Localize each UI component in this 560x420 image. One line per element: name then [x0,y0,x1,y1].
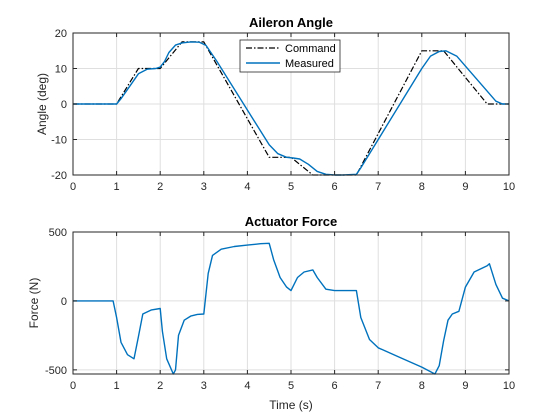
legend[interactable]: Command Measured [239,39,341,73]
aileron-angle-series-measured [73,41,509,176]
aileron-angle-ytick-label: 10 [55,64,67,76]
actuator-force-xtick-label: 10 [503,380,515,392]
actuator-force-ytick-label: 500 [49,227,67,239]
actuator-force-xtick-label: 9 [462,380,468,392]
aileron-angle-ytick-label: 20 [55,28,67,40]
aileron-angle-ticks: 0 1 2 3 4 5 6 7 8 9 10 -20 -10 0 10 20 [51,28,515,193]
actuator-force-grid [72,231,510,374]
aileron-angle-xtick-label: 4 [244,181,250,193]
aileron-angle-series-command [73,41,509,176]
aileron-angle-xtick-label: 3 [201,181,207,193]
aileron-angle-xtick-label: 1 [114,181,120,193]
actuator-force-xtick-label: 5 [288,380,294,392]
aileron-angle-xtick-label: 2 [157,181,163,193]
actuator-force-xtick-label: 8 [419,380,425,392]
aileron-angle-ytick-label: -10 [51,135,67,147]
aileron-angle-xtick-label: 10 [503,181,515,193]
actuator-force-xtick-label: 6 [332,380,338,392]
aileron-angle-xtick-label: 5 [288,181,294,193]
actuator-force-xtick-label: 1 [114,380,120,392]
actuator-force-xtick-label: 7 [375,380,381,392]
actuator-force-xtick-label: 0 [70,380,76,392]
actuator-force-ytick-label: 0 [61,296,67,308]
aileron-angle-xtick-label: 9 [462,181,468,193]
aileron-angle-axes: Aileron Angle 0 1 2 3 4 5 6 7 8 9 10 -20 -10 0 10 20 An… [35,15,515,193]
actuator-force-xtick-label: 2 [157,380,163,392]
aileron-angle-xtick-label: 6 [332,181,338,193]
aileron-angle-xtick-label: 8 [419,181,425,193]
actuator-force-title: Actuator Force [245,214,337,229]
actuator-force-ytick-label: -500 [45,365,67,377]
actuator-force-xtick-label: 4 [244,380,250,392]
legend-command-label: Command [285,43,336,55]
actuator-force-ylabel: Force (N) [27,278,41,329]
aileron-angle-title: Aileron Angle [249,15,333,30]
aileron-angle-series [73,41,509,176]
aileron-angle-ylabel: Angle (deg) [35,73,49,135]
actuator-force-series [73,242,510,375]
aileron-angle-ytick-label: 0 [61,99,67,111]
aileron-angle-xtick-label: 0 [70,181,76,193]
legend-box [239,39,341,73]
actuator-force-series-line [73,242,510,375]
aileron-angle-ytick-label: -20 [51,170,67,182]
legend-measured-label: Measured [285,58,334,70]
actuator-force-xlabel: Time (s) [269,398,313,412]
actuator-force-xtick-label: 3 [201,380,207,392]
aileron-angle-xtick-label: 7 [375,181,381,193]
